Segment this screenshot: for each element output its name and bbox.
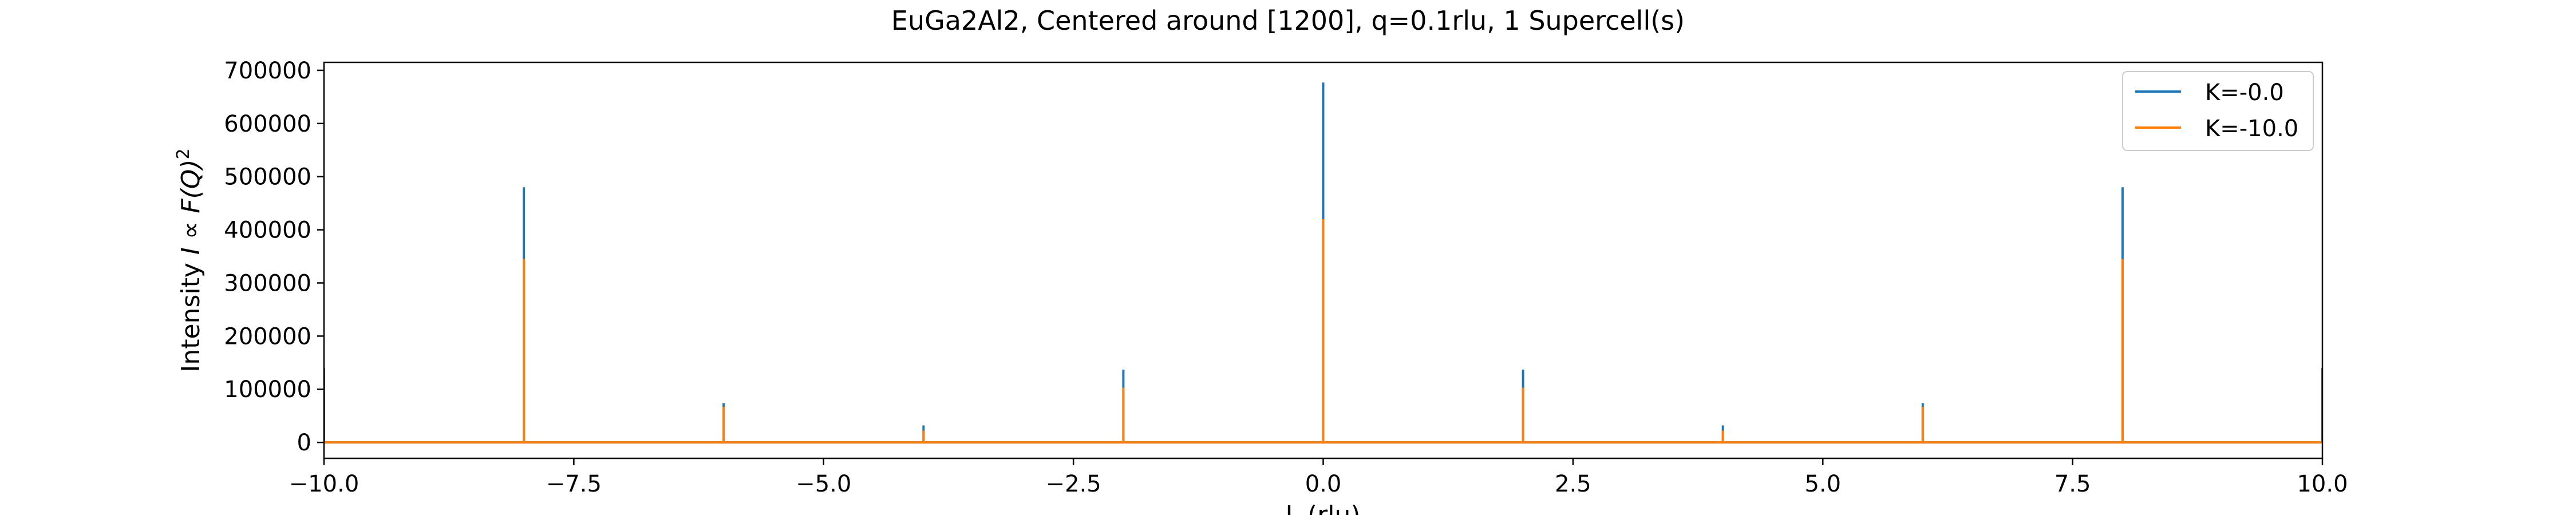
legend-label-k10: K=-10.0 [2205,116,2298,142]
x-tick-label: 7.5 [2055,471,2091,497]
chart-title: EuGa2Al2, Centered around [1200], q=0.1r… [891,5,1685,36]
legend: K=-0.0 K=-10.0 [2122,71,2314,151]
y-tick-label: 400000 [224,217,311,244]
x-tick-label: −2.5 [1046,471,1101,497]
y-tick-label: 100000 [224,377,311,403]
y-tick-label: 700000 [224,58,311,84]
x-tick-label: −5.0 [796,471,851,497]
y-tick-label: 300000 [224,270,311,296]
x-axis-ticks: −10.0 −7.5 −5.0 −2.5 0.0 2.5 5.0 7.5 10.0 [289,458,2348,497]
y-axis-label-superscript: 2 [173,148,193,159]
series-1 [324,219,2322,444]
x-tick-label: 10.0 [2297,471,2348,497]
y-tick-label: 600000 [224,111,311,137]
x-tick-label: −10.0 [289,471,359,497]
y-axis-label: Intensity I ∝ F(Q)2 [173,148,206,372]
y-tick-label: 500000 [224,164,311,191]
series-layer [324,82,2322,444]
y-axis-label-math: I ∝ F(Q) [176,159,206,255]
y-tick-label: 200000 [224,323,311,350]
y-axis-label-prefix: Intensity [176,255,206,373]
legend-label-k0: K=-0.0 [2205,80,2284,106]
x-axis-label: L (rlu) [1285,501,1360,515]
y-axis-ticks: 0 100000 200000 300000 400000 500000 600000 700… [224,58,324,456]
x-tick-label: 0.0 [1305,471,1342,497]
x-tick-label: 5.0 [1804,471,1841,497]
x-tick-label: −7.5 [546,471,602,497]
y-tick-label: 0 [297,430,311,456]
x-tick-label: 2.5 [1555,471,1591,497]
